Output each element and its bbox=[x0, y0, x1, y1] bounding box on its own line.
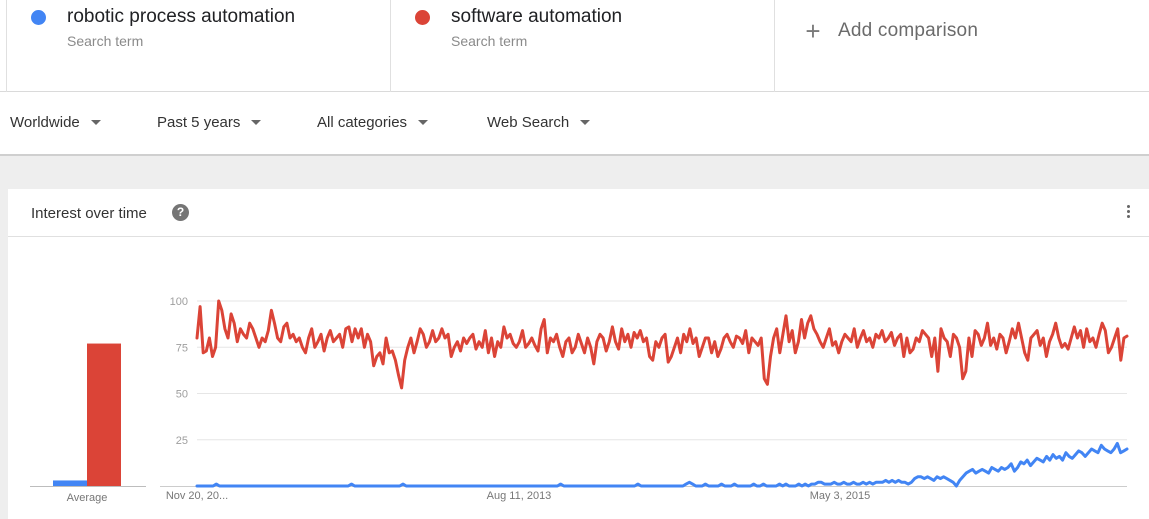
region-dropdown[interactable]: Worldwide bbox=[10, 114, 101, 131]
filter-bar: Worldwide Past 5 years All categories We… bbox=[0, 92, 1149, 156]
region-dropdown-label: Worldwide bbox=[10, 114, 80, 131]
term-color-dot-2 bbox=[415, 10, 430, 25]
plus-icon: + bbox=[805, 16, 821, 46]
term-color-dot-1 bbox=[31, 10, 46, 25]
search-term-name-1[interactable]: robotic process automation bbox=[67, 6, 296, 27]
search-term-card-1[interactable]: robotic process automation Search term bbox=[6, 0, 391, 92]
search-term-type-2: Search term bbox=[451, 33, 528, 49]
caret-down-icon bbox=[251, 120, 262, 125]
card-header: Interest over time ? bbox=[8, 189, 1149, 237]
search-term-card-2[interactable]: software automation Search term bbox=[391, 0, 775, 92]
search-type-dropdown[interactable]: Web Search bbox=[487, 114, 591, 131]
search-term-type-1: Search term bbox=[67, 33, 144, 49]
add-comparison-label: Add comparison bbox=[838, 20, 979, 41]
more-vert-icon[interactable] bbox=[1122, 203, 1134, 223]
category-dropdown-label: All categories bbox=[317, 114, 408, 131]
caret-down-icon bbox=[580, 120, 591, 125]
search-type-dropdown-label: Web Search bbox=[487, 114, 570, 131]
time-range-dropdown-label: Past 5 years bbox=[157, 114, 241, 131]
card-title: Interest over time bbox=[31, 205, 147, 222]
comparison-bar: robotic process automation Search term s… bbox=[0, 0, 1149, 92]
interest-over-time-card: Interest over time ? bbox=[8, 189, 1149, 519]
help-icon[interactable]: ? bbox=[172, 204, 189, 221]
caret-down-icon bbox=[90, 120, 101, 125]
category-dropdown[interactable]: All categories bbox=[317, 114, 429, 131]
caret-down-icon bbox=[418, 120, 429, 125]
add-comparison-button[interactable]: + Add comparison bbox=[800, 16, 978, 46]
search-term-name-2[interactable]: software automation bbox=[451, 6, 623, 27]
time-range-dropdown[interactable]: Past 5 years bbox=[157, 114, 262, 131]
